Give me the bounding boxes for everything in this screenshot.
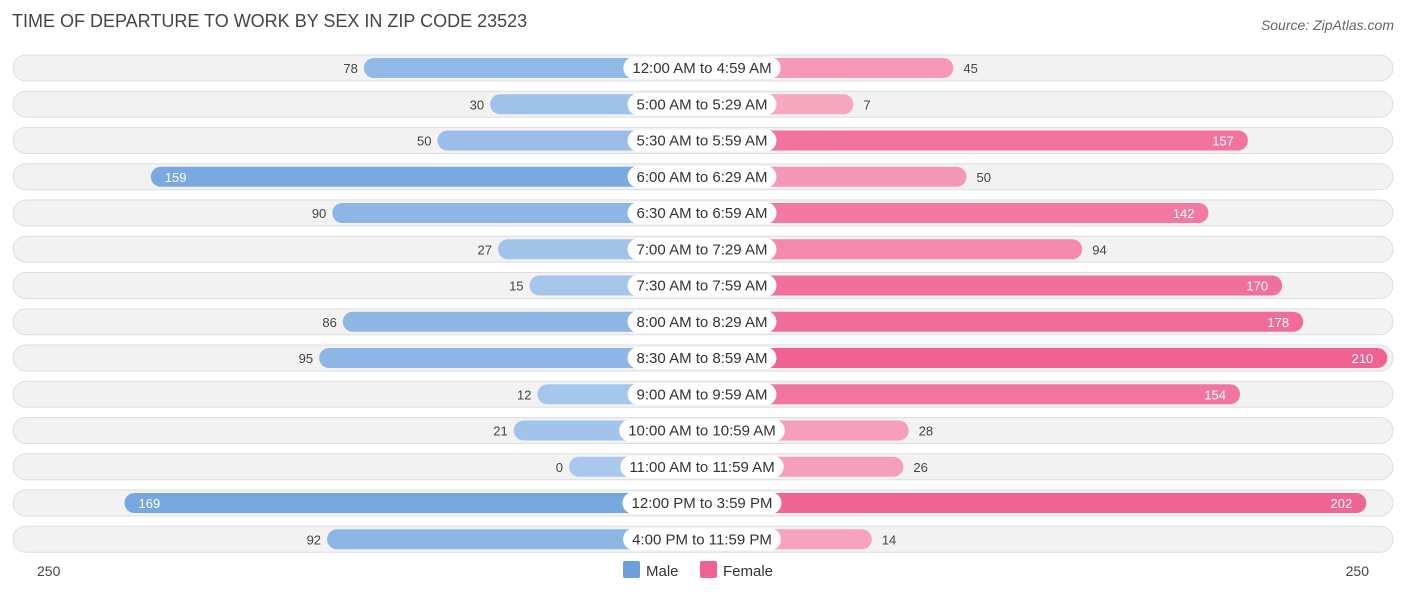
legend-male-label: Male [646,563,679,580]
male-value-label: 86 [322,315,336,330]
male-value-label: 95 [299,351,313,366]
legend-female-label: Female [723,563,773,580]
category-pill [619,419,785,442]
category-pill [627,238,777,261]
chart-title: TIME OF DEPARTURE TO WORK BY SEX IN ZIP … [12,11,527,31]
female-value-label: 26 [913,460,927,475]
category-pill [623,57,781,79]
female-value-label: 157 [1212,134,1234,149]
category-label: 11:00 AM to 11:59 AM [629,459,774,476]
male-bar [332,203,702,223]
category-label: 6:00 AM to 6:29 AM [637,169,768,186]
category-label: 6:30 AM to 6:59 AM [637,205,768,222]
legend-female-swatch [700,561,717,578]
male-bar [327,529,702,550]
category-label: 5:00 AM to 5:29 AM [637,96,768,113]
chart-row: 7:00 AM to 7:29 AM 27 94 [12,235,1394,263]
category-label: 5:30 AM to 5:59 AM [637,133,768,150]
male-bar [319,348,702,368]
category-pill [627,274,777,297]
female-bar [702,493,1367,513]
female-bar [702,311,1304,332]
chart-row: 10:00 AM to 10:59 AM 21 28 [12,417,1394,444]
female-value-label: 210 [1352,351,1374,366]
female-value-label: 142 [1173,206,1195,221]
female-value-label: 94 [1092,242,1106,257]
female-bar [702,203,1209,223]
chart-row: 6:00 AM to 6:29 AM 159 50 [12,163,1394,191]
category-label: 4:00 PM to 11:59 PM [632,531,772,548]
male-value-label: 169 [139,496,161,511]
category-label: 10:00 AM to 10:59 AM [628,423,776,440]
female-value-label: 45 [963,61,977,76]
category-pill [627,129,777,152]
female-bar [702,275,1283,296]
female-value-label: 7 [863,97,870,112]
male-bar [124,493,702,513]
female-value-label: 202 [1331,496,1353,511]
category-pill [627,310,777,333]
female-value-label: 50 [977,170,991,185]
male-value-label: 159 [165,170,187,185]
category-label: 8:30 AM to 8:59 AM [637,350,768,367]
male-bar [363,58,702,78]
male-bar [150,166,702,187]
female-bar [702,130,1248,151]
male-value-label: 21 [493,424,507,439]
category-pill [623,528,781,551]
chart-row: 5:00 AM to 5:29 AM 30 7 [12,90,1394,118]
male-value-label: 27 [478,242,492,257]
category-label: 7:30 AM to 7:59 AM [637,278,768,295]
category-label: 7:00 AM to 7:29 AM [637,241,768,258]
female-bar [702,384,1241,405]
category-label: 12:00 PM to 3:59 PM [632,495,773,512]
chart-row: 6:30 AM to 6:59 AM 90 142 [12,199,1394,227]
category-label: 12:00 AM to 4:59 AM [632,60,771,77]
legend-male-swatch [623,561,640,578]
category-pill [627,165,777,188]
category-pill [627,93,777,116]
female-bar [702,348,1388,368]
female-value-label: 178 [1267,315,1289,330]
male-bar [342,311,702,332]
female-bar [702,239,1083,260]
chart-row: 5:30 AM to 5:59 AM 50 157 [12,127,1394,154]
male-value-label: 15 [509,279,523,294]
legend: Male Female [623,561,773,580]
category-pill [620,455,784,478]
chart-row: 8:30 AM to 8:59 AM 95 210 [12,344,1394,372]
male-value-label: 92 [307,532,321,547]
chart-row: 12:00 AM to 4:59 AM 78 45 [12,54,1394,82]
chart-row: 4:00 PM to 11:59 PM 92 14 [12,525,1394,553]
female-value-label: 154 [1204,387,1226,402]
category-label: 9:00 AM to 9:59 AM [637,386,768,403]
female-value-label: 170 [1246,279,1268,294]
chart-rows: 12:00 AM to 4:59 AM 78 45 5:00 AM to 5:29 A… [12,54,1394,553]
axis-left-label: 250 [37,563,61,579]
category-pill [627,347,777,369]
chart-source: Source: ZipAtlas.com [1261,17,1394,33]
female-value-label: 28 [919,424,933,439]
category-pill [627,202,777,224]
category-pill [622,492,782,514]
male-value-label: 0 [556,460,563,475]
chart-row: 12:00 PM to 3:59 PM 169 202 [12,489,1394,517]
chart-row: 11:00 AM to 11:59 AM 0 26 [12,453,1394,481]
male-value-label: 30 [470,97,484,112]
category-label: 8:00 AM to 8:29 AM [637,314,768,331]
chart-row: 7:30 AM to 7:59 AM 15 170 [12,272,1394,299]
chart-row: 8:00 AM to 8:29 AM 86 178 [12,308,1394,336]
chart-row: 9:00 AM to 9:59 AM 12 154 [12,380,1394,408]
axis-right-label: 250 [1346,563,1370,579]
male-value-label: 90 [312,206,326,221]
female-value-label: 14 [882,532,896,547]
male-value-label: 50 [417,134,431,149]
male-value-label: 78 [343,61,357,76]
male-value-label: 12 [517,387,531,402]
category-pill [627,383,777,406]
